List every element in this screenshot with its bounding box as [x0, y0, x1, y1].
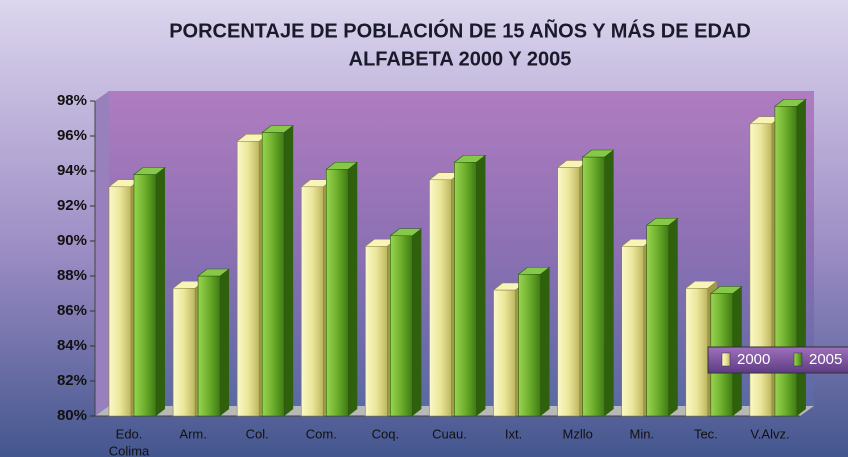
- bar-side: [348, 162, 358, 416]
- bar-side: [668, 218, 678, 416]
- y-tick-label: 96%: [57, 127, 87, 144]
- x-tick-label: Colima: [109, 443, 150, 457]
- bar-side: [220, 269, 230, 416]
- y-tick-label: 94%: [57, 162, 87, 179]
- chart-title: ALFABETA 2000 Y 2005: [349, 48, 572, 70]
- legend-label: 2005: [809, 351, 842, 368]
- bar-top: [453, 154, 487, 163]
- x-tick-label: Col.: [246, 426, 269, 441]
- bar-top: [389, 228, 423, 237]
- bar-side: [412, 228, 422, 416]
- chart-title: PORCENTAJE DE POBLACIÓN DE 15 AÑOS Y MÁS…: [169, 18, 751, 42]
- y-tick-label: 90%: [57, 232, 87, 249]
- bar-side: [476, 155, 486, 416]
- bar-top: [645, 217, 679, 226]
- y-tick-label: 80%: [57, 407, 87, 424]
- bar-top: [133, 167, 166, 175]
- bar: [429, 179, 452, 417]
- legend-label: 2000: [737, 351, 770, 368]
- legend-swatch: [793, 352, 803, 367]
- bar: [197, 275, 221, 417]
- bar: [557, 167, 580, 417]
- x-tick-label: Min.: [629, 426, 654, 441]
- bar-side: [604, 150, 614, 416]
- bar-side: [540, 267, 550, 416]
- bar-top: [517, 266, 551, 275]
- bar-side: [796, 99, 806, 416]
- y-tick-label: 88%: [57, 267, 87, 284]
- y-tick-label: 82%: [57, 372, 87, 389]
- bar: [390, 235, 413, 417]
- x-tick-label: Cuau.: [432, 426, 467, 441]
- y-tick-label: 86%: [57, 302, 87, 319]
- bar: [518, 273, 541, 417]
- bar: [621, 245, 645, 417]
- bar: [493, 289, 516, 417]
- bar-side: [284, 125, 294, 416]
- bar: [300, 186, 324, 417]
- legend: 2000 2005: [707, 346, 848, 374]
- x-tick-label: Mzllo: [563, 426, 593, 441]
- bar-top: [684, 280, 718, 289]
- bar: [325, 168, 349, 417]
- y-tick-label: 84%: [57, 337, 87, 354]
- bar: [685, 287, 709, 417]
- bar: [133, 174, 157, 417]
- x-tick-label: Coq.: [372, 426, 399, 441]
- bar-top: [261, 125, 295, 133]
- bar-top: [197, 268, 230, 277]
- x-tick-label: Ixt.: [505, 426, 522, 441]
- bar-top: [325, 161, 359, 170]
- x-tick-label: Tec.: [694, 426, 718, 441]
- y-tick-label: 98%: [57, 92, 87, 109]
- bar-top: [709, 286, 743, 294]
- bar: [108, 186, 132, 417]
- bar: [454, 161, 477, 417]
- x-tick-label: V.Alvz.: [750, 426, 789, 441]
- bar-top: [774, 98, 807, 107]
- bar: [172, 287, 196, 417]
- bar: [365, 245, 388, 417]
- bar: [236, 140, 260, 417]
- bar: [646, 224, 670, 417]
- bar-side: [156, 167, 165, 416]
- x-tick-label: Arm.: [179, 426, 206, 441]
- x-tick-label: Edo.: [116, 426, 143, 441]
- bar: [261, 132, 285, 417]
- legend-box: [707, 346, 848, 374]
- bar: [582, 156, 605, 417]
- x-tick-label: Com.: [306, 426, 337, 441]
- y-tick-label: 92%: [57, 197, 87, 214]
- bar-top: [581, 149, 615, 158]
- legend-swatch: [721, 352, 731, 367]
- side-wall: [95, 91, 109, 416]
